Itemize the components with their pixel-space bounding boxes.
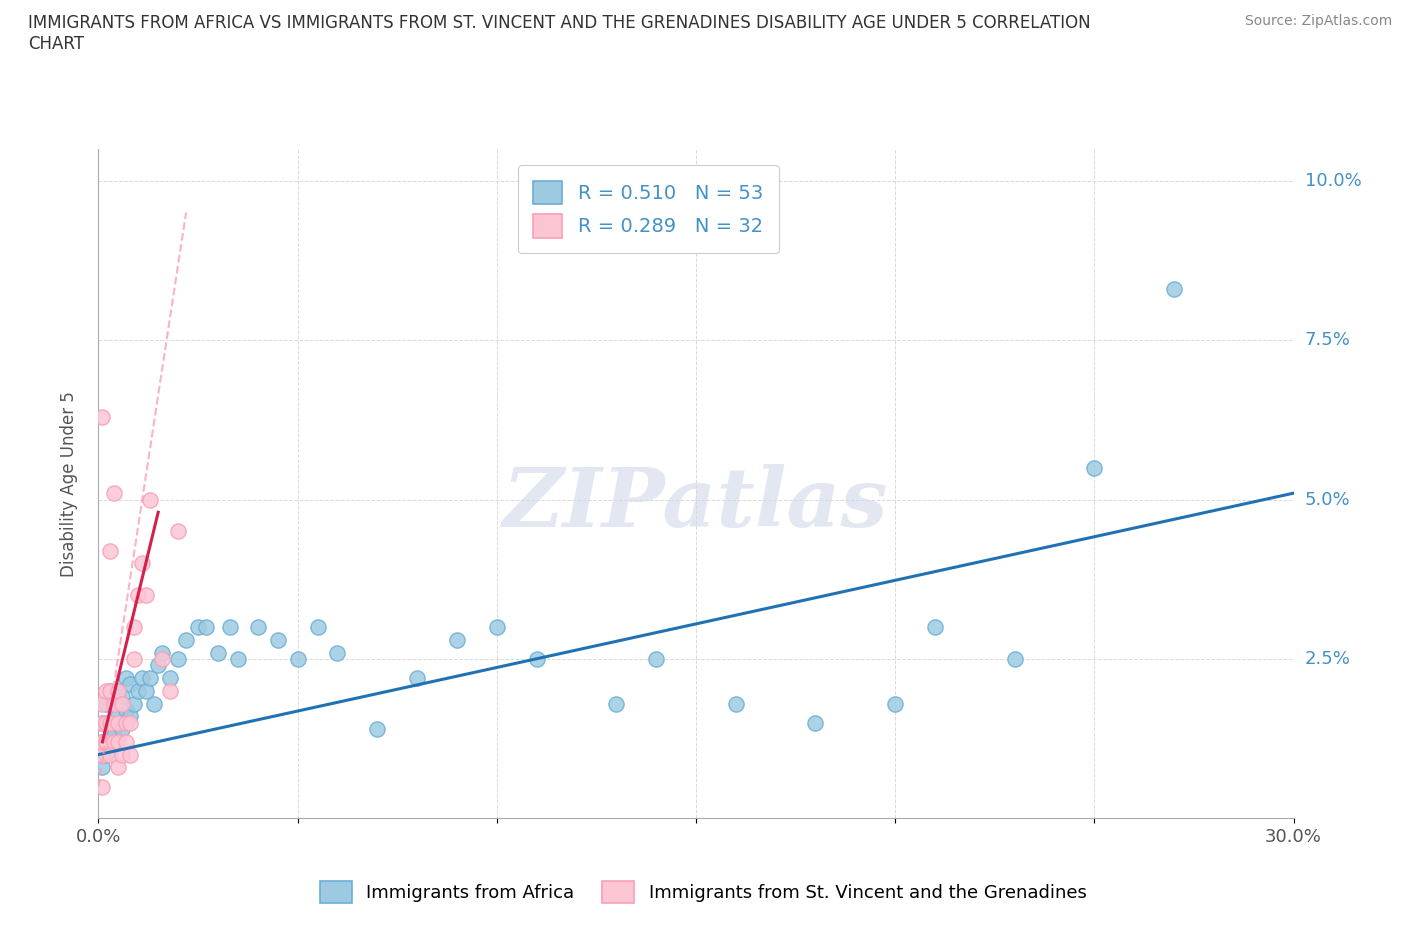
Point [150,645,173,660]
Point [406,671,429,685]
Point [485,619,508,634]
Point [526,652,548,667]
Point [103,697,125,711]
Point [366,722,388,737]
Point [135,588,157,603]
Point [91,735,114,750]
Point [246,619,269,634]
Point [111,690,134,705]
Point [107,760,129,775]
Point [98,722,122,737]
Point [187,619,209,634]
Point [115,735,138,750]
Point [159,684,181,698]
Point [103,735,125,750]
Point [1163,282,1185,297]
Point [287,652,309,667]
Point [107,684,129,698]
Point [120,715,142,730]
Point [111,747,134,762]
Point [207,645,229,660]
Point [167,652,190,667]
Point [98,715,122,730]
Point [148,658,170,672]
Point [124,697,146,711]
Point [139,671,162,685]
Point [159,671,181,685]
Point [804,715,827,730]
Point [446,632,468,647]
Point [103,728,125,743]
Point [91,715,114,730]
Point [91,409,114,424]
Point [107,735,129,750]
Point [111,697,134,711]
Point [115,702,138,717]
Point [307,619,329,634]
Point [605,697,627,711]
Point [1083,460,1105,475]
Point [167,524,190,538]
Point [120,747,142,762]
Point [91,735,114,750]
Text: Source: ZipAtlas.com: Source: ZipAtlas.com [1244,14,1392,28]
Text: ZIPatlas: ZIPatlas [503,464,889,544]
Y-axis label: Disability Age Under 5: Disability Age Under 5 [59,391,77,577]
Point [884,697,907,711]
Point [924,619,946,634]
Point [139,492,162,507]
Point [98,543,122,558]
Point [107,709,129,724]
Point [1004,652,1026,667]
Point [127,588,149,603]
Text: 2.5%: 2.5% [1305,650,1351,668]
Point [91,747,114,762]
Point [724,697,747,711]
Point [91,760,114,775]
Point [91,715,114,730]
Point [98,684,122,698]
Point [226,652,249,667]
Point [120,709,142,724]
Point [194,619,218,634]
Point [131,556,153,571]
Point [326,645,349,660]
Text: 5.0%: 5.0% [1305,490,1350,509]
Point [107,684,129,698]
Point [219,619,242,634]
Point [96,747,118,762]
Point [96,715,118,730]
Point [96,715,118,730]
Point [91,779,114,794]
Point [131,671,153,685]
Point [96,735,118,750]
Point [107,715,129,730]
Point [174,632,197,647]
Text: 10.0%: 10.0% [1305,172,1361,190]
Point [98,684,122,698]
Point [103,485,125,500]
Point [96,684,118,698]
Point [120,677,142,692]
Text: IMMIGRANTS FROM AFRICA VS IMMIGRANTS FROM ST. VINCENT AND THE GRENADINES DISABIL: IMMIGRANTS FROM AFRICA VS IMMIGRANTS FRO… [28,14,1091,32]
Point [124,619,146,634]
Text: 7.5%: 7.5% [1305,331,1351,349]
Point [96,697,118,711]
Text: CHART: CHART [28,35,84,53]
Point [645,652,668,667]
Point [143,697,166,711]
Point [115,671,138,685]
Point [91,697,114,711]
Point [124,652,146,667]
Legend: R = 0.510   N = 53, R = 0.289   N = 32: R = 0.510 N = 53, R = 0.289 N = 32 [517,166,779,254]
Point [111,722,134,737]
Point [98,747,122,762]
Point [103,697,125,711]
Point [150,652,173,667]
Point [127,684,149,698]
Point [115,715,138,730]
Point [135,684,157,698]
Legend: Immigrants from Africa, Immigrants from St. Vincent and the Grenadines: Immigrants from Africa, Immigrants from … [311,871,1095,911]
Point [267,632,290,647]
